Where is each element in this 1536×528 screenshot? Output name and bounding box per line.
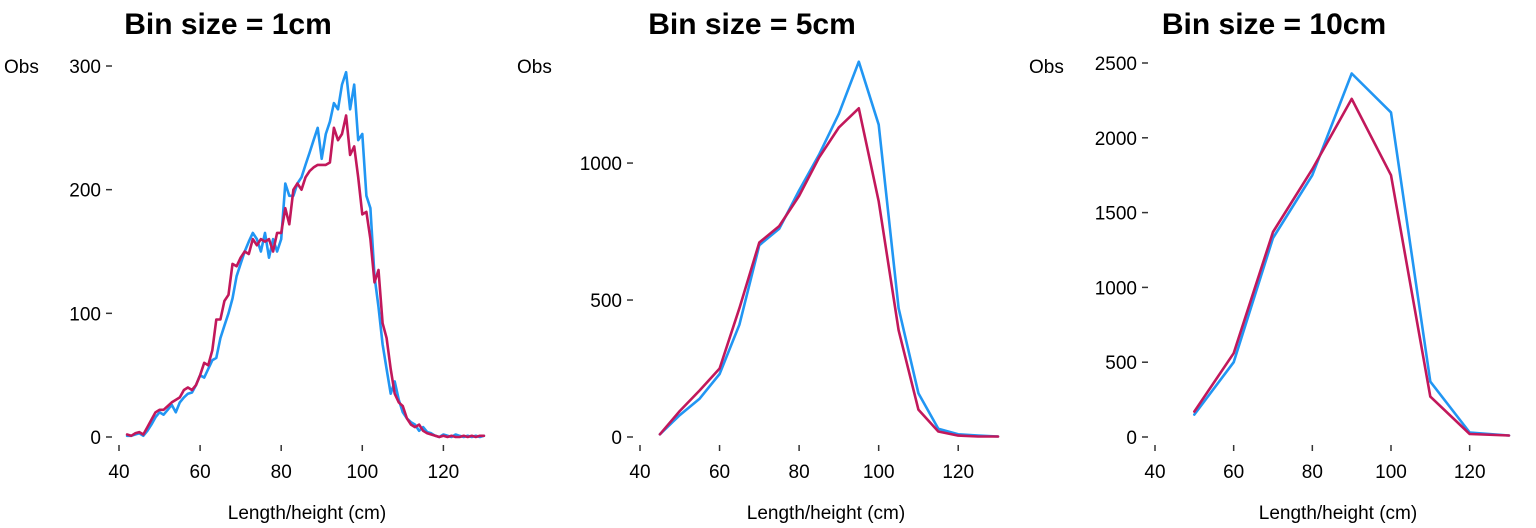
panel-1-xlabel: Length/height (cm) [228, 503, 386, 524]
panel-1-ylabel: Obs [4, 57, 39, 78]
panel-1-ytick-label: 200 [69, 181, 101, 202]
panel-3-xtick-label: 120 [1454, 462, 1486, 483]
panel-2-xtick-label: 100 [863, 462, 895, 483]
panel-2-title: Bin size = 5cm [648, 8, 856, 41]
panel-1-xtick-label: 100 [346, 462, 378, 483]
panel-3-title: Bin size = 10cm [1162, 8, 1386, 41]
panel-3-ytick-label: 2000 [1095, 129, 1137, 150]
panel-2-xtick-label: 120 [942, 462, 974, 483]
panel-3-xtick-label: 100 [1375, 462, 1407, 483]
panel-1-ytick-label: 100 [69, 304, 101, 325]
panel-1-xtick-label: 120 [428, 462, 460, 483]
panel-3-xtick-label: 40 [1144, 462, 1165, 483]
panel-1-series-blue-line [125, 70, 486, 439]
panel-3-ytick-label: 0 [1126, 428, 1137, 449]
panel-1-series-red-line [125, 114, 486, 439]
panel-1-xtick-label: 40 [108, 462, 129, 483]
panel-2-series-blue-line [658, 60, 1000, 438]
panel-2-ytick-label: 500 [590, 291, 622, 312]
panel-1-ytick-label: 0 [90, 428, 101, 449]
panel-2-xtick-label: 80 [789, 462, 810, 483]
panel-2-ytick-label: 0 [611, 428, 622, 449]
panel-2-ytick-label: 1000 [580, 154, 622, 175]
panel-2-xtick-label: 60 [709, 462, 730, 483]
panel-2-series-red-line [658, 107, 1000, 438]
panel-1-xtick-label: 80 [271, 462, 292, 483]
panel-3-series-blue-line [1193, 72, 1511, 437]
panel-3-xtick-label: 80 [1302, 462, 1323, 483]
panel-3-ytick-label: 500 [1105, 353, 1137, 374]
panel-3-ylabel: Obs [1029, 57, 1064, 78]
panel-1-title: Bin size = 1cm [124, 8, 332, 41]
panel-3-series-red-line [1193, 97, 1511, 437]
panel-3-ytick-label: 2500 [1095, 54, 1137, 75]
panel-2-xlabel: Length/height (cm) [747, 503, 905, 524]
panel-3-ytick-label: 1500 [1095, 204, 1137, 225]
panel-2-ylabel: Obs [517, 57, 552, 78]
panel-2-xtick-label: 40 [629, 462, 650, 483]
panel-1-ytick-label: 300 [69, 57, 101, 78]
panel-1-xtick-label: 60 [190, 462, 211, 483]
panel-3-xtick-label: 60 [1223, 462, 1244, 483]
panel-3-xlabel: Length/height (cm) [1259, 503, 1417, 524]
panel-3-ytick-label: 1000 [1095, 278, 1137, 299]
